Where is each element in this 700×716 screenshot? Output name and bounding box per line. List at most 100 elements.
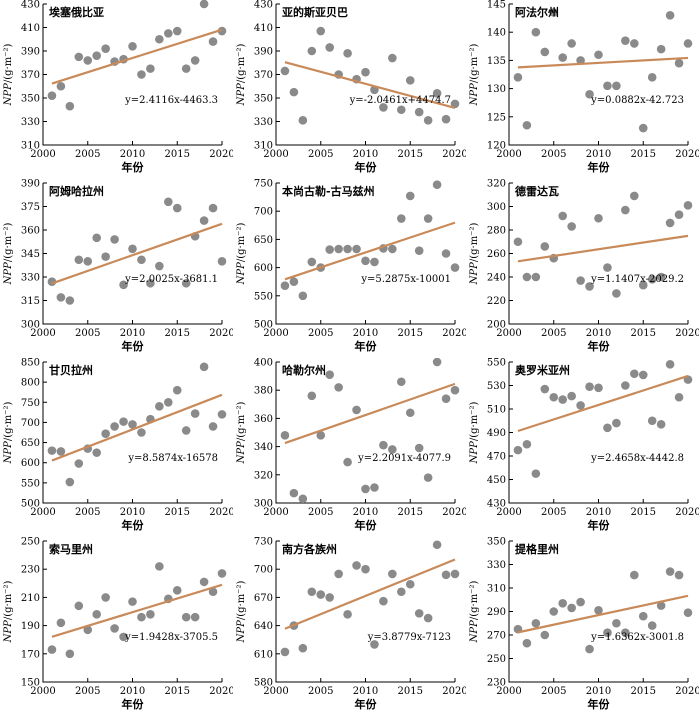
data-point (558, 53, 567, 62)
fit-line (51, 583, 223, 638)
data-point (612, 289, 621, 298)
data-point (208, 37, 218, 46)
data-point (567, 222, 576, 231)
y-axis-title-italic: NPP (469, 83, 480, 106)
data-point (656, 601, 666, 610)
data-point (208, 587, 218, 597)
data-point (343, 49, 352, 58)
x-tick-label: 2000 (30, 686, 55, 697)
data-point (388, 569, 397, 579)
y-tick-label: 120 (487, 141, 506, 152)
x-tick-label: 2020 (209, 149, 233, 160)
y-tick-label: 700 (254, 565, 273, 576)
fit-line (284, 221, 456, 281)
data-point (414, 443, 424, 453)
x-tick-label: 2010 (120, 328, 145, 339)
y-tick-label: 450 (487, 475, 506, 486)
fit-line (284, 382, 456, 445)
x-tick-label: 2020 (442, 149, 466, 160)
data-point (83, 625, 93, 635)
x-axis-title: 年份 (122, 697, 145, 711)
x-tick-label: 2010 (353, 149, 378, 160)
data-point (405, 579, 415, 589)
data-point (522, 439, 532, 449)
data-point (128, 244, 137, 254)
y-axis-title-italic: NPP (236, 262, 247, 285)
y-tick-label: 315 (21, 296, 40, 307)
y-tick-label: 510 (487, 405, 506, 416)
y-axis-title-unit: /(g·m⁻²) (236, 44, 247, 84)
x-tick-label: 2000 (30, 149, 55, 160)
data-point (47, 277, 57, 286)
fit-line (517, 374, 689, 433)
region-title: 南方各族州 (282, 542, 337, 556)
data-point (540, 47, 550, 57)
y-axis-title-unit: /(g·m⁻²) (3, 402, 14, 442)
data-point (280, 281, 290, 290)
fit-equation: y=2.2091x-4077.9 (357, 453, 451, 464)
data-point (155, 562, 164, 571)
data-point (65, 649, 75, 659)
y-tick-label: 270 (487, 631, 506, 642)
data-point (110, 624, 119, 633)
data-point (594, 213, 603, 223)
y-tick-label: 430 (487, 499, 506, 510)
data-point (683, 608, 693, 617)
y-tick-label: 360 (254, 414, 273, 425)
data-point (513, 445, 523, 455)
x-tick-label: 2015 (165, 328, 190, 339)
y-tick-label: 300 (254, 499, 273, 510)
y-tick-label: 190 (21, 621, 40, 632)
data-point (450, 385, 460, 395)
data-point (307, 587, 317, 597)
x-axis-title: 年份 (355, 518, 378, 532)
data-point (540, 630, 550, 640)
x-tick-label: 2010 (353, 328, 378, 339)
y-tick-label: 390 (254, 47, 273, 58)
data-point (683, 201, 693, 210)
y-axis-title-unit: /(g·m⁻²) (469, 581, 480, 621)
y-tick-label: 320 (487, 179, 506, 190)
npp-panel-9: 150 170 190 210 230 250 2000 2005 2010 2015 2020 年份… (0, 537, 233, 716)
axes-frame (508, 362, 688, 504)
x-tick-label: 2020 (209, 686, 233, 697)
y-tick-label: 375 (21, 202, 40, 213)
data-point (531, 469, 541, 478)
data-point (397, 377, 406, 387)
data-point (280, 431, 290, 440)
fit-equation: y=3.8779x-7123 (367, 632, 451, 643)
x-tick-label: 2005 (75, 328, 100, 339)
x-tick-label: 2015 (398, 149, 423, 160)
data-point (56, 447, 66, 456)
y-tick-label: 300 (21, 320, 40, 331)
fit-line (51, 28, 223, 85)
data-point (549, 607, 559, 616)
y-axis-title-italic: NPP (236, 620, 247, 643)
data-point (199, 362, 209, 372)
x-tick-label: 2005 (308, 149, 333, 160)
x-tick-label: 2000 (263, 328, 288, 339)
x-tick-label: 2005 (541, 328, 566, 339)
y-tick-label: 330 (21, 273, 40, 284)
data-point (441, 249, 451, 258)
data-point (155, 34, 164, 44)
data-point (522, 638, 532, 648)
data-point (567, 603, 576, 613)
data-point (298, 643, 308, 653)
fit-line (517, 56, 689, 69)
data-point (47, 446, 57, 455)
data-point (56, 293, 66, 302)
x-tick-label: 2000 (263, 507, 288, 518)
region-title: 阿姆哈拉州 (49, 184, 104, 198)
data-point (665, 10, 675, 20)
data-point (316, 431, 326, 440)
data-point (119, 632, 128, 642)
region-title: 本尚古勒-古马兹州 (282, 184, 375, 198)
x-axis-title: 年份 (355, 697, 378, 711)
data-point (352, 244, 361, 254)
y-tick-label: 670 (254, 593, 273, 604)
data-point (128, 42, 137, 51)
data-point (181, 64, 191, 73)
axes-frame (508, 183, 688, 325)
data-point (361, 564, 370, 574)
